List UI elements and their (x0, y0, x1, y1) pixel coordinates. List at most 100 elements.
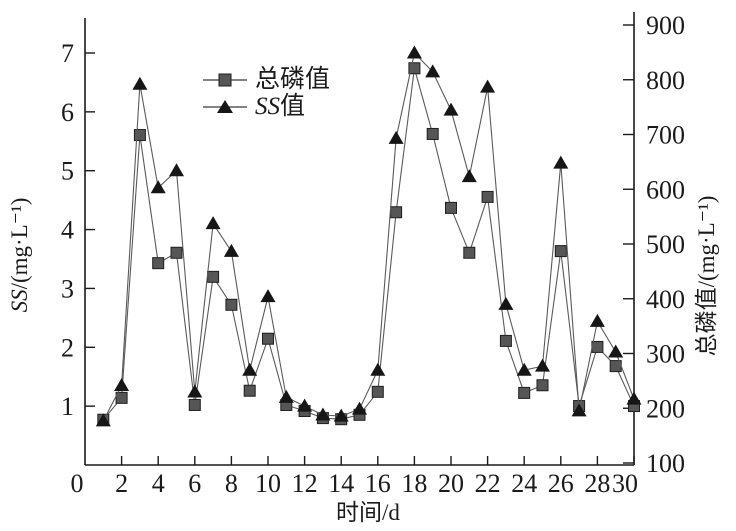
data-point-triangle (333, 408, 349, 422)
y-left-tick-label: 2 (61, 333, 74, 362)
data-point-triangle (608, 344, 624, 358)
data-point-triangle (589, 313, 605, 327)
x-tick-label: 12 (292, 469, 318, 498)
data-point-triangle (260, 289, 276, 303)
data-point-triangle (114, 378, 130, 392)
x-tick-label: 10 (255, 469, 281, 498)
data-point-square (499, 334, 512, 347)
data-point-triangle (461, 169, 477, 183)
data-point-triangle (242, 362, 258, 376)
y-left-tick-label: 7 (61, 39, 74, 68)
legend-label-ss: SS值 (255, 93, 306, 120)
data-point-triangle (498, 296, 514, 310)
data-point-square (554, 245, 567, 258)
data-point-triangle (406, 45, 422, 59)
data-point-square (371, 385, 384, 398)
data-point-square (262, 332, 274, 345)
data-point-square (152, 257, 165, 270)
y-axis-right-ticks: 100 200 300 400 500 600 700 800 900 (623, 11, 685, 478)
y-axis-left-title-units: /(mg·L⁻¹) (7, 197, 32, 290)
y-right-tick-label: 200 (646, 394, 685, 423)
y-left-tick-label: 6 (61, 98, 74, 127)
y-axis-right-title: 总磷值/(mg·L⁻¹) (694, 195, 719, 357)
series-ss (95, 45, 642, 427)
data-point-square (170, 246, 183, 259)
data-point-triangle (187, 384, 203, 398)
data-point-square (481, 190, 494, 203)
data-point-square (133, 129, 146, 142)
x-axis-title: 时间/d (336, 500, 400, 525)
x-tick-label: 30 (612, 469, 638, 498)
y-left-tick-label: 5 (61, 157, 74, 186)
x-tick-label: 22 (475, 469, 501, 498)
data-point-square (207, 270, 220, 283)
x-tick-label: 20 (438, 469, 464, 498)
data-point-square (536, 379, 549, 392)
y-axis-left-title-ss: SS (7, 289, 32, 313)
data-point-square (426, 127, 439, 140)
legend-item-total-phosphorus: 总磷值 (203, 66, 330, 93)
data-point-triangle (388, 130, 404, 144)
data-point-triangle (169, 163, 184, 177)
x-tick-label: 26 (548, 469, 574, 498)
data-point-triangle (443, 102, 459, 116)
data-point-square (188, 398, 201, 411)
y-right-tick-label: 900 (646, 11, 685, 40)
data-point-triangle (205, 216, 221, 230)
x-tick-label: 28 (584, 469, 610, 498)
y-left-tick-label: 1 (61, 392, 74, 421)
y-left-tick-label: 3 (61, 274, 74, 303)
y-axis-left-title: SS/(mg·L⁻¹) (7, 170, 33, 340)
data-point-triangle (297, 398, 313, 412)
data-point-triangle (535, 358, 550, 372)
series-line-ss (102, 51, 635, 422)
legend-item-ss: SS值 (203, 93, 330, 120)
x-tick-label: 16 (365, 469, 391, 498)
data-point-triangle (425, 64, 441, 78)
legend-square-marker-icon (203, 73, 247, 86)
y-right-tick-label: 500 (646, 230, 685, 259)
data-point-triangle (278, 389, 294, 403)
data-point-square (225, 298, 238, 311)
x-tick-label: 6 (188, 469, 201, 498)
data-point-square (591, 340, 604, 353)
y-right-tick-label: 300 (646, 340, 685, 369)
data-point-triangle (370, 362, 386, 376)
data-point-square (445, 201, 457, 214)
data-point-square (390, 206, 403, 219)
data-point-triangle (352, 401, 367, 415)
x-tick-label: 14 (328, 469, 354, 498)
data-point-square (463, 246, 476, 259)
x-axis-ticks: 2 4 6 8 10 12 14 16 18 20 22 24 26 28 30 (115, 456, 638, 498)
data-point-triangle (132, 76, 148, 90)
x-tick-label: 4 (152, 469, 165, 498)
y-right-tick-label: 600 (646, 175, 685, 204)
data-point-triangle (571, 403, 587, 417)
data-point-triangle (95, 413, 111, 427)
x-tick-label: 24 (511, 469, 537, 498)
x-tick-label: 18 (401, 469, 427, 498)
data-point-triangle (315, 407, 331, 421)
y-right-tick-label: 800 (646, 66, 685, 95)
data-point-triangle (553, 155, 569, 169)
x-tick-label: 8 (225, 469, 238, 498)
series-line-total-phosphorus (102, 68, 635, 421)
data-point-triangle (480, 79, 496, 93)
data-point-triangle (626, 391, 642, 405)
y-left-tick-label: 4 (61, 216, 74, 245)
y-axis-left-ticks: 1 2 3 4 5 6 7 (61, 39, 95, 421)
data-point-square (243, 384, 256, 397)
data-point-triangle (516, 362, 532, 376)
origin-label: 0 (71, 469, 84, 498)
data-point-triangle (223, 243, 239, 257)
y-right-tick-label: 700 (646, 121, 685, 150)
y-right-tick-label: 400 (646, 285, 685, 314)
series-total-phosphorus (97, 62, 640, 426)
legend: 总磷值 SS值 (203, 66, 330, 120)
legend-triangle-marker-icon (203, 99, 247, 113)
data-point-square (518, 386, 531, 399)
y-right-tick-label: 100 (646, 449, 685, 478)
data-point-triangle (150, 180, 166, 194)
